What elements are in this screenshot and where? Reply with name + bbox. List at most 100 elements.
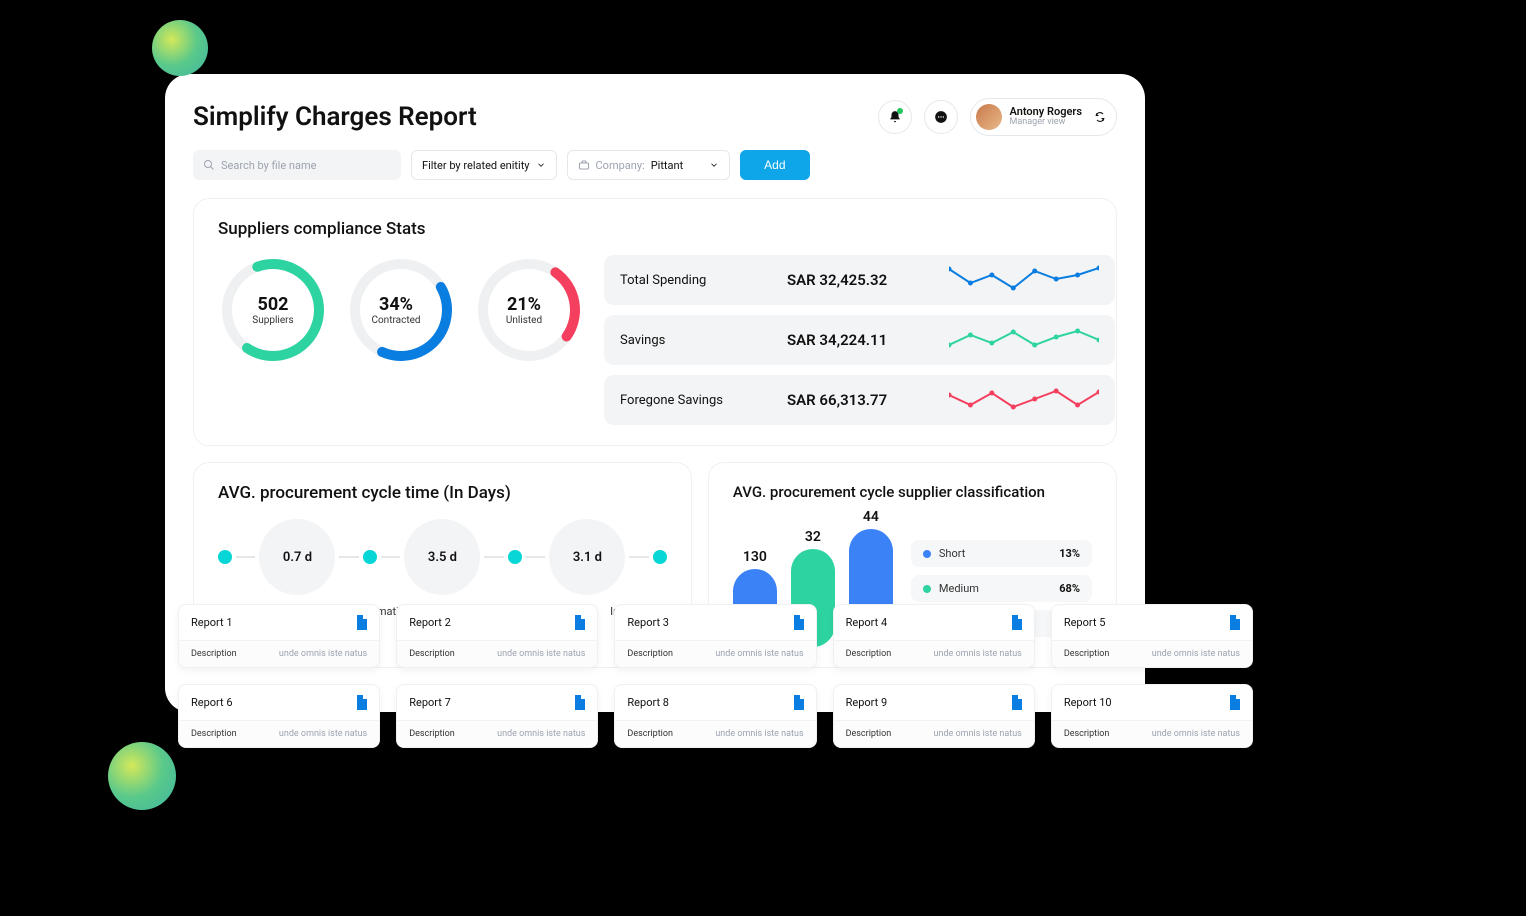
legend-label: Medium — [939, 582, 979, 595]
report-desc-value: unde omnis iste natus — [279, 729, 367, 739]
file-icon — [792, 615, 804, 630]
compliance-card: Suppliers compliance Stats 502 Suppliers… — [193, 198, 1117, 446]
file-icon — [573, 695, 585, 710]
report-title: Report 2 — [409, 616, 451, 629]
report-title: Report 6 — [191, 696, 233, 709]
company-select[interactable]: Company: Pittant — [567, 150, 731, 180]
report-desc-label: Description — [627, 729, 673, 739]
legend-dot — [923, 550, 931, 558]
gauges-group: 502 Suppliers 34% Contracted 21% Unliste… — [218, 255, 584, 425]
decorative-orb-bottom — [108, 742, 176, 810]
cycle-line — [526, 556, 545, 558]
gauge-contracted: 34% Contracted — [346, 255, 456, 365]
search-placeholder: Search by file name — [221, 159, 316, 172]
cycle-dot — [653, 550, 667, 564]
report-title: Report 5 — [1064, 616, 1106, 629]
legend-row: Medium 68% — [911, 575, 1092, 602]
add-button[interactable]: Add — [740, 150, 809, 180]
avatar — [976, 104, 1002, 130]
classification-title: AVG. procurement cycle supplier classifi… — [733, 483, 1092, 501]
filter-entity-select[interactable]: Filter by related enitity — [411, 150, 557, 180]
company-prefix: Company: — [596, 159, 645, 172]
page-title: Simplify Charges Report — [193, 102, 477, 132]
stat-label: Foregone Savings — [620, 393, 775, 408]
file-icon — [1228, 695, 1240, 710]
user-role: Manager view — [1010, 118, 1082, 128]
bar-value: 44 — [863, 509, 879, 525]
cycle-line — [629, 556, 648, 558]
file-icon — [792, 695, 804, 710]
report-desc-value: unde omnis iste natus — [497, 729, 585, 739]
legend-pct: 68% — [1059, 582, 1080, 595]
cycle-dot — [218, 550, 232, 564]
report-desc-label: Description — [846, 729, 892, 739]
chevron-down-icon — [536, 160, 546, 170]
report-title: Report 4 — [846, 616, 888, 629]
report-desc-label: Description — [1064, 729, 1110, 739]
report-card[interactable]: Report 7 Description unde omnis iste nat… — [396, 684, 598, 748]
legend-label: Short — [939, 547, 965, 560]
stat-value: SAR 66,313.77 — [787, 391, 937, 409]
report-desc-value: unde omnis iste natus — [1152, 729, 1240, 739]
gauge-unlisted: 21% Unlisted — [474, 255, 584, 365]
cycle-dot — [508, 550, 522, 564]
stat-label: Savings — [620, 333, 775, 348]
gauge-value: 34% — [379, 294, 413, 315]
report-desc-label: Description — [846, 649, 892, 659]
report-desc-value: unde omnis iste natus — [715, 729, 803, 739]
stat-rows: Total Spending SAR 32,425.32 Savings SAR… — [604, 255, 1115, 425]
report-desc-label: Description — [191, 649, 237, 659]
company-value: Pittant — [651, 159, 683, 172]
briefcase-icon — [578, 159, 590, 171]
user-menu[interactable]: Antony Rogers Manager view — [970, 98, 1117, 136]
report-card[interactable]: Report 3 Description unde omnis iste nat… — [614, 604, 816, 668]
report-desc-value: unde omnis iste natus — [934, 729, 1022, 739]
notifications-button[interactable] — [878, 100, 912, 134]
sparkline — [949, 385, 1099, 415]
report-card[interactable]: Report 4 Description unde omnis iste nat… — [833, 604, 1035, 668]
notification-dot — [897, 108, 903, 114]
compliance-title: Suppliers compliance Stats — [218, 219, 1092, 239]
cycle-line — [484, 556, 503, 558]
decorative-orb-top — [152, 20, 208, 76]
report-title: Report 3 — [627, 616, 669, 629]
cycle-line — [339, 556, 358, 558]
report-card[interactable]: Report 8 Description unde omnis iste nat… — [614, 684, 816, 748]
report-desc-label: Description — [191, 729, 237, 739]
chevron-down-icon — [709, 160, 719, 170]
report-card[interactable]: Report 2 Description unde omnis iste nat… — [396, 604, 598, 668]
report-card[interactable]: Report 5 Description unde omnis iste nat… — [1051, 604, 1253, 668]
report-desc-label: Description — [627, 649, 673, 659]
search-input[interactable]: Search by file name — [193, 150, 401, 180]
stat-row: Total Spending SAR 32,425.32 — [604, 255, 1115, 305]
bar-value: 130 — [743, 549, 767, 565]
report-desc-label: Description — [409, 649, 455, 659]
cycle-line — [236, 556, 255, 558]
report-desc-value: unde omnis iste natus — [279, 649, 367, 659]
user-text: Antony Rogers Manager view — [1010, 106, 1082, 128]
legend-dot — [923, 585, 931, 593]
messages-button[interactable] — [924, 100, 958, 134]
cycle-stage: 3.5 d — [404, 519, 480, 595]
report-desc-value: unde omnis iste natus — [497, 649, 585, 659]
report-card[interactable]: Report 6 Description unde omnis iste nat… — [178, 684, 380, 748]
gauge-label: Contracted — [371, 315, 420, 326]
report-card[interactable]: Report 1 Description unde omnis iste nat… — [178, 604, 380, 668]
header: Simplify Charges Report Antony Rogers Ma… — [193, 98, 1117, 136]
bar-value: 32 — [805, 529, 821, 545]
stat-label: Total Spending — [620, 273, 775, 288]
controls-bar: Search by file name Filter by related en… — [193, 150, 1117, 180]
report-title: Report 7 — [409, 696, 451, 709]
sparkline — [949, 325, 1099, 355]
file-icon — [355, 615, 367, 630]
cycle-dot — [363, 550, 377, 564]
report-desc-label: Description — [1064, 649, 1110, 659]
add-label: Add — [764, 158, 785, 172]
report-title: Report 9 — [846, 696, 888, 709]
reports-grid: Report 1 Description unde omnis iste nat… — [178, 604, 1253, 748]
report-card[interactable]: Report 9 Description unde omnis iste nat… — [833, 684, 1035, 748]
chat-icon — [934, 110, 948, 124]
file-icon — [573, 615, 585, 630]
report-card[interactable]: Report 10 Description unde omnis iste na… — [1051, 684, 1253, 748]
cycle-title: AVG. procurement cycle time (In Days) — [218, 483, 667, 503]
